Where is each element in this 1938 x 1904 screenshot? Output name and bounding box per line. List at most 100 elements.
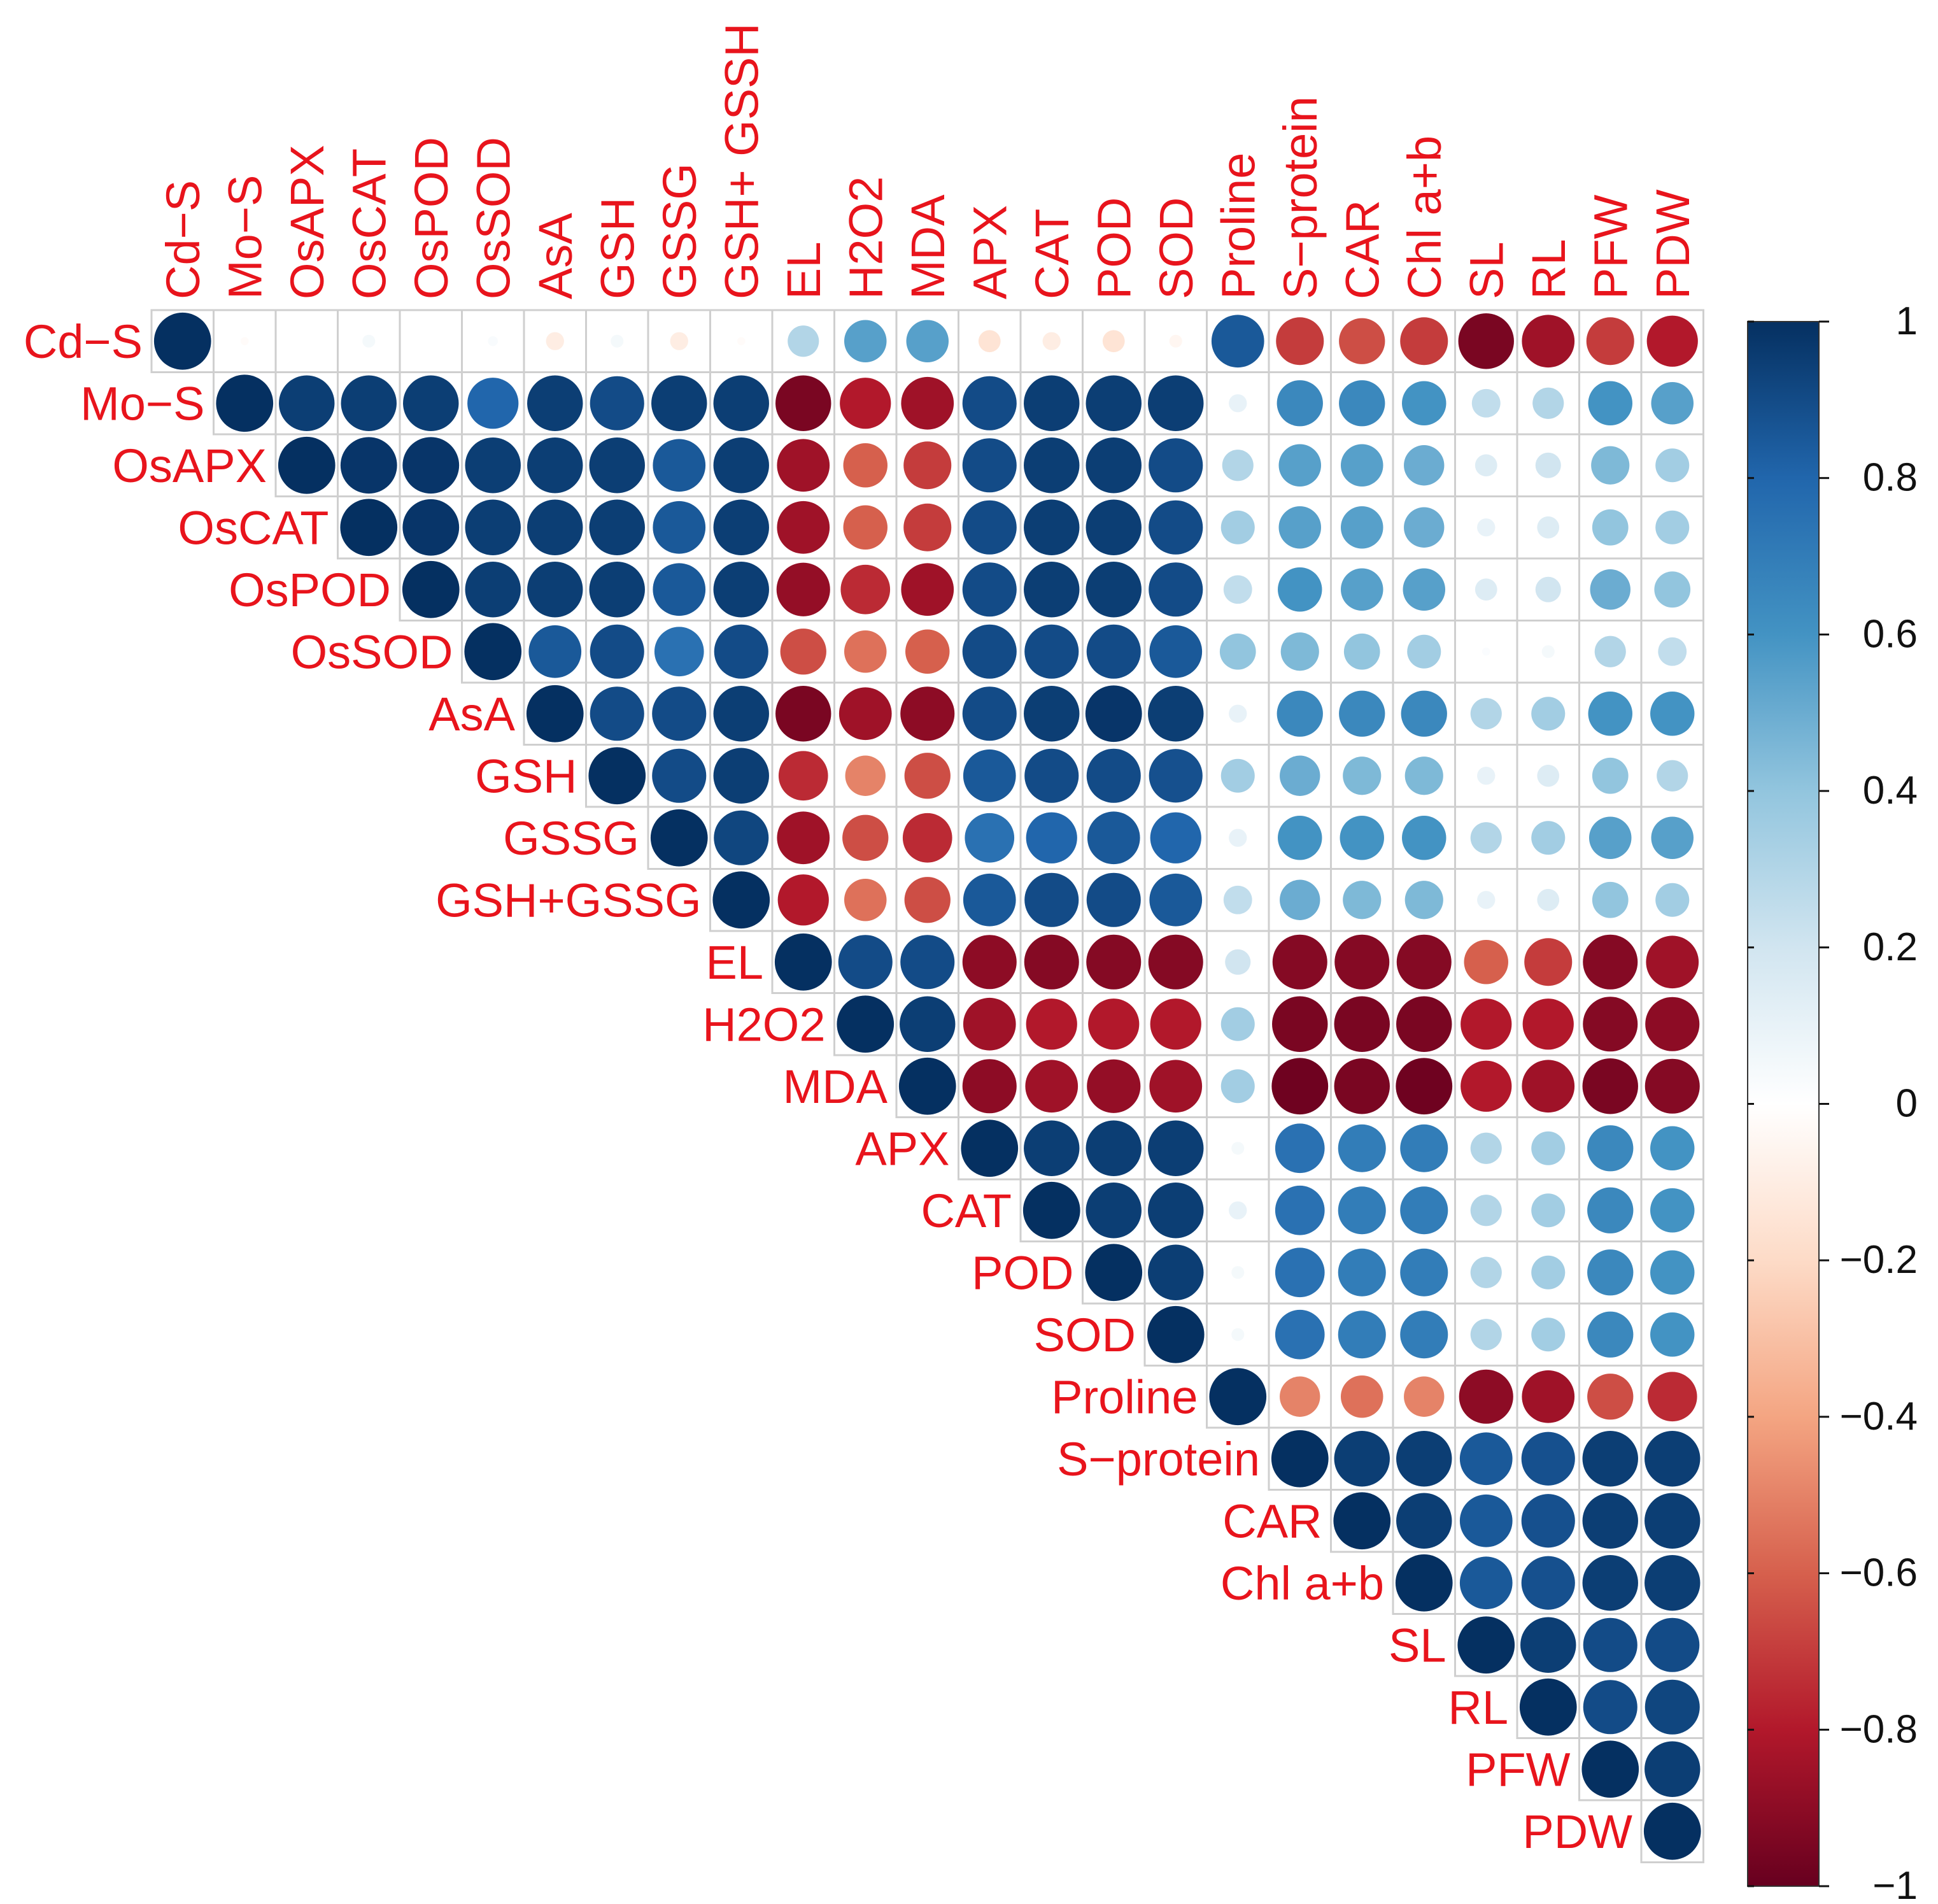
correlation-circle [1338,1124,1386,1172]
correlation-circle [1643,1802,1701,1860]
correlation-circle [1531,1193,1566,1228]
correlation-circle [1644,1555,1701,1611]
correlation-circle [652,748,707,803]
correlation-circle [1229,828,1247,847]
correlation-circle [1148,1120,1204,1176]
correlation-circle [1541,645,1555,658]
correlation-circle [216,374,274,432]
correlation-circle [843,505,888,550]
correlation-circle [1148,686,1204,742]
correlation-circle [1149,1060,1203,1113]
correlation-circle [1086,375,1142,431]
correlation-circle [1223,575,1252,604]
correlation-circle [402,560,460,618]
correlation-circle [776,562,830,616]
correlation-circle [1086,499,1142,555]
correlation-circle [1531,697,1566,731]
correlation-circle [1396,1431,1452,1487]
correlation-circle [788,325,819,357]
row-label: EL [705,936,763,989]
correlation-circle [1521,1432,1575,1486]
correlation-circle [1149,438,1203,493]
correlation-circle [1657,760,1688,792]
correlation-circle [402,437,460,494]
correlation-circle [1024,934,1079,990]
correlation-circle [1278,506,1322,549]
correlation-circle [962,500,1017,555]
correlation-circle [1149,749,1203,803]
correlation-circle [1280,755,1320,796]
row-label: GSSG [503,812,639,865]
correlation-circle [1583,1617,1637,1672]
correlation-circle [1457,1616,1515,1674]
correlation-circle [903,441,952,490]
correlation-circle [1278,444,1322,487]
correlation-circle [1026,812,1077,863]
correlation-circle [465,499,521,555]
correlation-circle [1229,1201,1247,1219]
colorbar-tick-label: 0 [1896,1082,1918,1126]
correlation-circle [1148,934,1203,990]
correlation-circle [838,935,893,990]
row-labels: Cd−S Mo−S OsAPX OsCAT OsPOD OsSOD AsA GSH GSSG GS… [24,315,1632,1858]
row-label: H2O2 [702,998,825,1051]
correlation-circle [963,749,1016,802]
correlation-circle [1334,934,1390,990]
correlation-circle [1395,1554,1453,1612]
correlation-circle [903,503,952,551]
correlation-circle [1644,1431,1701,1487]
correlation-circle [1400,1186,1448,1235]
correlation-circle [1520,1617,1576,1673]
correlation-circle [1464,940,1508,984]
correlation-circle [1658,637,1687,666]
correlation-circle [713,748,769,804]
correlation-circle [774,933,832,991]
correlation-circle [1042,332,1061,350]
correlation-circle [1220,1007,1255,1041]
correlation-circle [1277,380,1323,427]
correlation-circle [1024,872,1079,927]
correlation-circle [1149,562,1203,617]
correlation-circle [1459,1369,1513,1424]
column-label: GSH [591,197,644,299]
correlation-circle [1404,881,1443,920]
correlation-circle [1396,934,1452,990]
correlation-circle [528,625,582,678]
correlation-circle [901,563,954,616]
column-label: OsCAT [343,148,395,299]
correlation-circle [1531,821,1566,855]
correlation-circle [527,375,583,431]
correlation-circle [1587,1187,1634,1233]
correlation-circle [713,686,769,742]
correlation-circle [1334,1431,1390,1487]
correlation-circle [1086,872,1141,927]
correlation-circle [1590,569,1630,610]
correlation-circle [1231,1328,1245,1341]
correlation-circle [1655,510,1690,544]
correlation-circle [712,871,770,929]
correlation-circle [1644,1058,1700,1114]
correlation-circle [589,499,645,555]
correlation-circle [1477,767,1496,785]
correlation-circle [963,873,1016,927]
correlation-circle [900,935,955,990]
correlation-circle [1225,949,1251,975]
correlation-circle [737,337,746,346]
column-label: S−protein [1274,96,1327,299]
row-label: RL [1448,1681,1508,1734]
correlation-circle [780,629,826,675]
column-label: Mo−S [218,175,271,299]
correlation-circle [713,437,769,494]
correlation-circle [1396,1493,1452,1549]
correlation-circle [1522,315,1575,368]
correlation-circle [1222,450,1254,481]
column-label: SOD [1150,197,1203,299]
correlation-circle [1148,1244,1204,1300]
column-label: SL [1460,241,1513,299]
correlation-circle [965,813,1015,863]
correlation-circle [842,814,889,861]
row-label: GSH+GSSG [435,874,701,927]
correlation-circle [1459,1494,1513,1547]
correlation-circle [1655,448,1690,483]
